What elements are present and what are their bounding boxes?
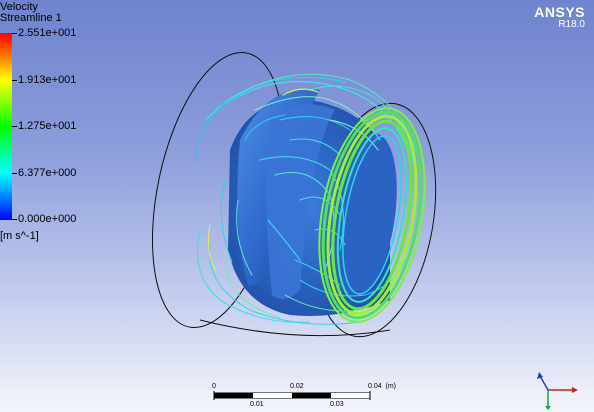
legend-tick-label: 1.275e+001 xyxy=(18,120,77,132)
impeller-eye xyxy=(333,133,397,297)
outlet-ring xyxy=(318,107,426,323)
y-axis-arrowhead xyxy=(545,406,551,410)
legend-tick-label: 6.377e+000 xyxy=(18,167,77,179)
legend-tick xyxy=(12,126,17,127)
legend-tick xyxy=(12,219,17,220)
legend-tick-label: 2.551e+001 xyxy=(18,27,77,39)
legend-tick-label: 0.000e+000 xyxy=(18,213,77,225)
casing-outline-bottom xyxy=(199,319,391,337)
scale-label-bottom: 0.01 xyxy=(250,401,264,408)
z-axis-arrow xyxy=(539,375,549,391)
legend-units: [m s^-1] xyxy=(0,230,39,242)
scale-label-top: 0 xyxy=(212,383,216,390)
x-axis-arrowhead xyxy=(572,387,578,393)
ansys-logo: ANSYS R18.0 xyxy=(534,4,585,30)
scale-label-top: 0.02 xyxy=(290,383,304,390)
logo-version: R18.0 xyxy=(558,19,585,30)
scale-label-bottom: 0.03 xyxy=(330,401,344,408)
legend-variable-title: Velocity xyxy=(0,1,38,13)
legend-colorbar xyxy=(0,33,12,220)
legend-object-title: Streamline 1 xyxy=(0,12,62,24)
logo-name: ANSYS xyxy=(534,4,585,20)
axis-triad[interactable] xyxy=(536,370,586,410)
scale-label-top: 0.04 (m) xyxy=(368,383,397,390)
legend-tick xyxy=(12,173,17,174)
legend-tick xyxy=(12,33,17,34)
legend-tick-label: 1.913e+001 xyxy=(18,74,77,86)
z-axis-arrowhead xyxy=(537,372,543,379)
legend-tick xyxy=(12,80,17,81)
impeller-blade-2 xyxy=(266,104,335,299)
